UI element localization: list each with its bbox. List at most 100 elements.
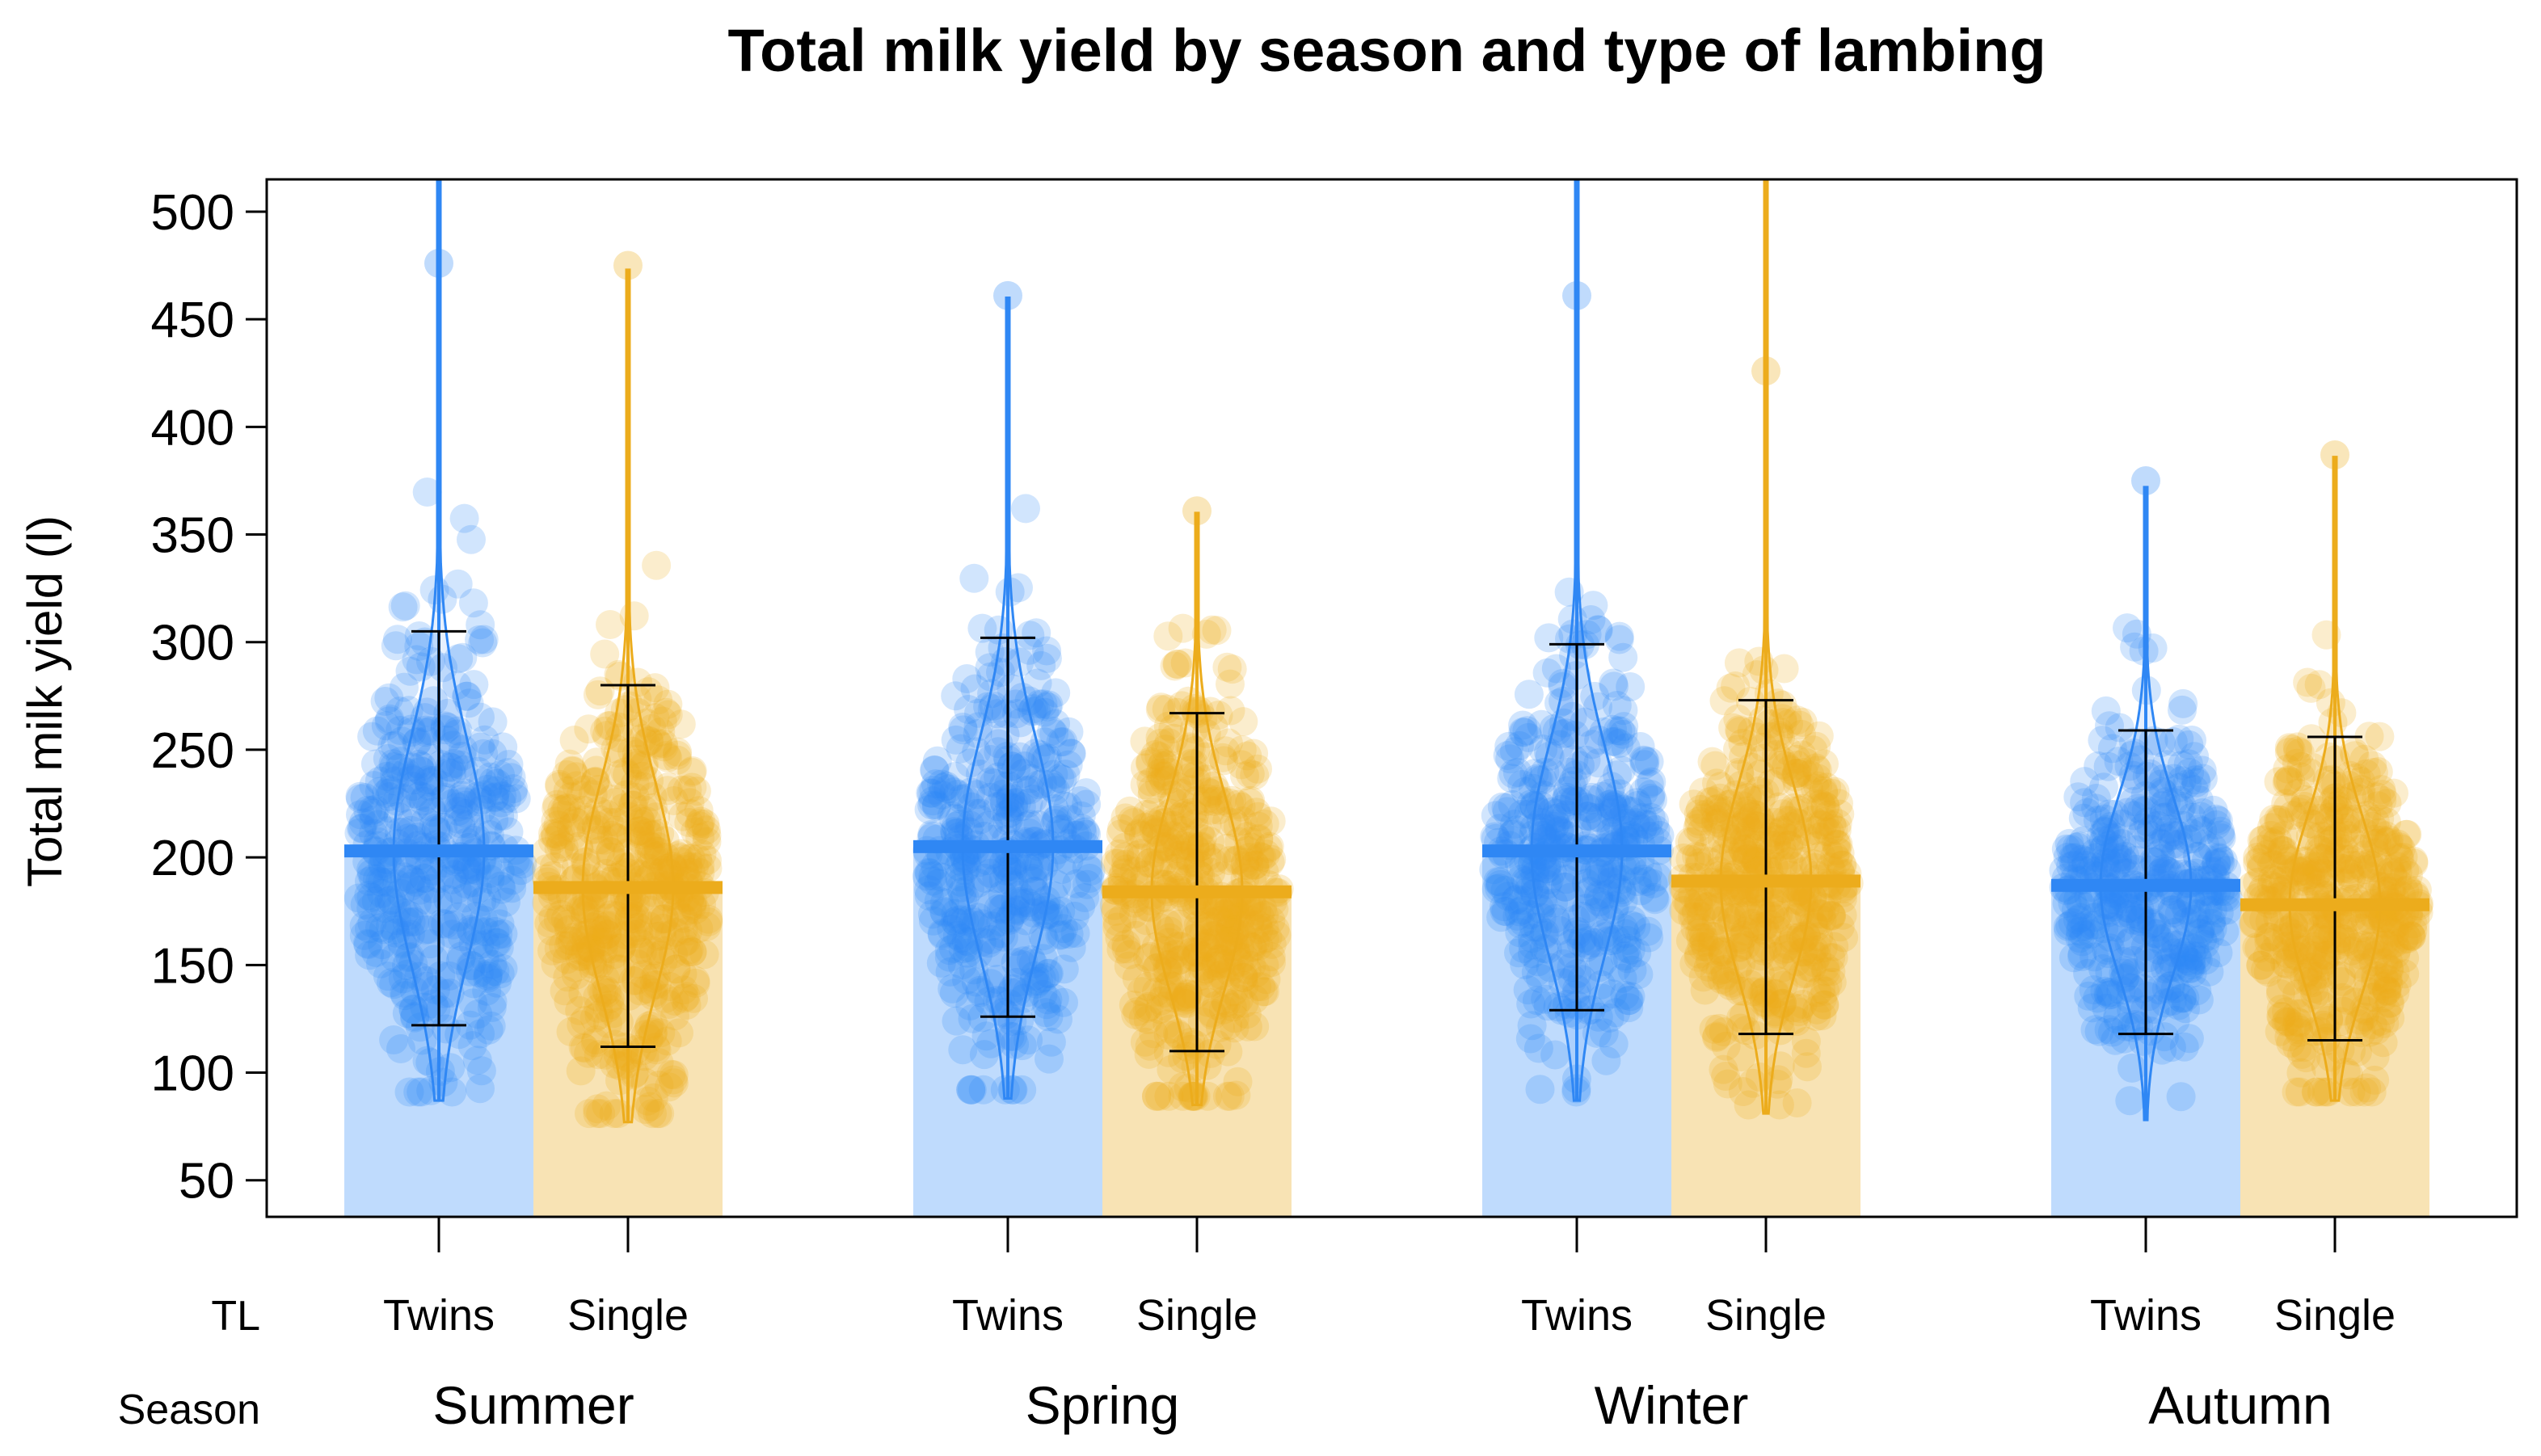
raw-point [473, 961, 503, 991]
raw-point [627, 761, 657, 791]
raw-point [449, 503, 479, 533]
raw-point [463, 999, 493, 1029]
raw-point [347, 814, 377, 844]
raw-point [478, 739, 508, 768]
raw-point [1505, 730, 1534, 760]
raw-point [356, 893, 386, 923]
raw-point [2390, 959, 2420, 989]
raw-point [574, 714, 604, 744]
raw-point [378, 749, 408, 779]
raw-point [630, 1042, 659, 1071]
raw-point [609, 793, 638, 823]
raw-point [407, 1077, 436, 1107]
raw-point [369, 915, 398, 945]
raw-point [638, 857, 668, 887]
raw-point [466, 1074, 495, 1104]
raw-point [407, 751, 436, 781]
raw-point [396, 864, 426, 894]
raw-point [634, 853, 664, 883]
raw-point [409, 863, 439, 893]
raw-point [640, 703, 670, 733]
raw-point [684, 914, 714, 944]
season-label-winter: Winter [1595, 1375, 1749, 1435]
raw-point [677, 891, 707, 921]
raw-point [592, 903, 622, 933]
raw-point [486, 760, 516, 790]
raw-point [659, 987, 689, 1016]
raw-point [499, 774, 529, 804]
raw-point [446, 750, 475, 780]
raw-point [553, 909, 583, 939]
raw-point [385, 753, 415, 783]
raw-point [638, 981, 668, 1011]
raw-point [655, 972, 685, 1001]
y-tick-label: 200 [151, 831, 234, 886]
raw-point [684, 796, 714, 826]
raw-point [653, 743, 683, 772]
raw-point [356, 855, 386, 885]
raw-point [571, 894, 601, 924]
raw-point [2360, 1042, 2390, 1071]
raw-point [552, 760, 581, 789]
raw-point [473, 963, 503, 993]
raw-point [408, 786, 438, 816]
raw-point [389, 817, 419, 847]
mean-line-summer-single [533, 881, 723, 894]
raw-point [537, 916, 567, 946]
raw-point [581, 1025, 611, 1054]
raw-point [470, 944, 499, 974]
raw-point [914, 875, 944, 905]
raw-point [372, 779, 401, 808]
raw-point [467, 887, 496, 916]
raw-point [2168, 688, 2198, 718]
raw-point [380, 943, 410, 973]
raw-point [442, 874, 472, 904]
raw-point [568, 979, 598, 1008]
raw-point [1591, 1046, 1621, 1075]
raw-point [478, 898, 508, 928]
raw-point [679, 983, 708, 1013]
raw-points-layer [343, 248, 2434, 1129]
raw-point [627, 937, 657, 967]
raw-point [1709, 686, 1739, 716]
raw-point [498, 778, 528, 807]
raw-point [437, 919, 467, 949]
raw-point [470, 725, 499, 755]
raw-point [550, 904, 580, 934]
mean-line-summer-twins [344, 844, 533, 858]
raw-point [633, 1086, 663, 1116]
raw-point [693, 907, 723, 936]
raw-point [398, 772, 428, 802]
raw-point [404, 749, 434, 779]
raw-point [462, 1046, 492, 1075]
raw-point [396, 714, 426, 744]
raw-point [374, 706, 404, 736]
raw-point [1036, 1027, 1066, 1057]
raw-point [566, 894, 596, 924]
raw-point [677, 772, 707, 802]
raw-point [550, 794, 580, 824]
y-axis: 50 100 150 200 250 300 350 400 450 500 [151, 185, 267, 1210]
raw-point [455, 1010, 485, 1040]
raw-point [404, 631, 434, 661]
raw-point [477, 993, 507, 1022]
raw-point [625, 935, 655, 965]
raw-point [488, 953, 518, 983]
raw-point [377, 968, 406, 998]
raw-point [440, 860, 470, 890]
raw-point [592, 978, 622, 1008]
raw-point [2382, 934, 2412, 964]
raw-point [1153, 621, 1183, 651]
raw-point [617, 919, 647, 949]
raw-point [484, 932, 514, 962]
raw-point [449, 755, 478, 785]
raw-point [596, 900, 626, 930]
raw-point [362, 716, 392, 746]
raw-point [462, 915, 492, 945]
raw-point [447, 781, 477, 810]
raw-point [1015, 621, 1045, 650]
raw-point [466, 732, 495, 762]
raw-point [659, 786, 689, 815]
raw-point [488, 801, 518, 831]
raw-point [672, 991, 702, 1020]
